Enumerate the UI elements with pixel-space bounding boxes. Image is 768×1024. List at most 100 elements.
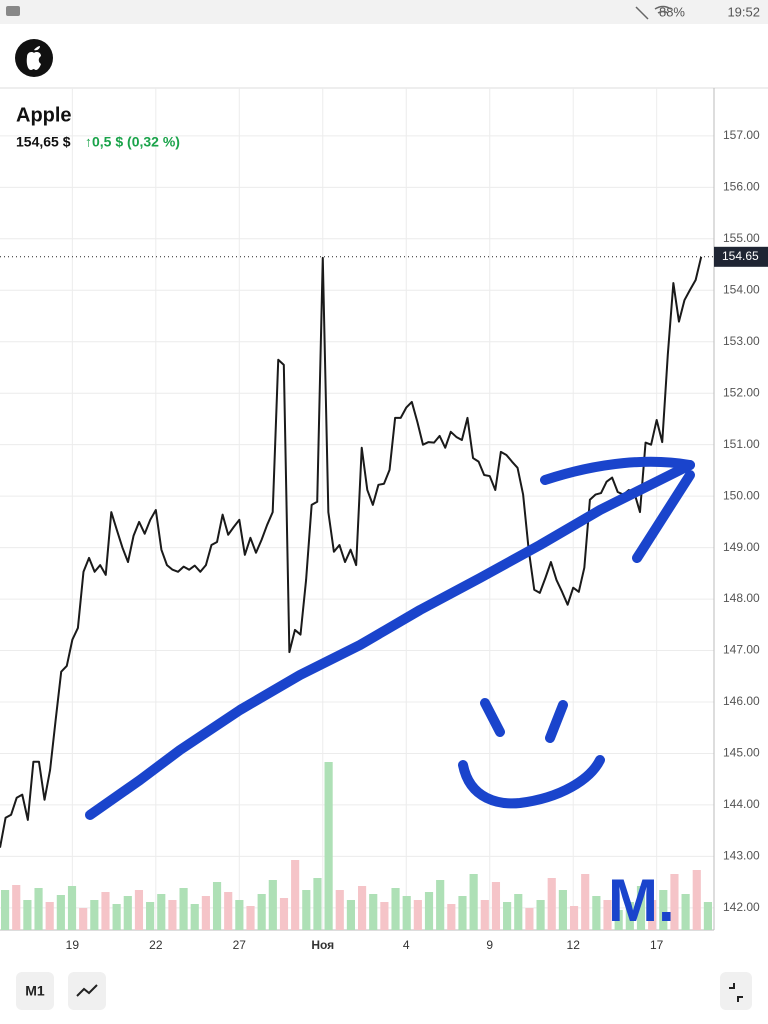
last-price-label: 154.65 [722, 249, 759, 263]
y-tick-label: 148.00 [723, 591, 760, 605]
volume-bar [291, 860, 300, 930]
scribble [85, 456, 695, 820]
volume-bar [480, 900, 489, 930]
volume-bar [581, 874, 590, 930]
volume-bar [703, 902, 712, 930]
volume-bar [369, 894, 378, 930]
y-tick-label: 145.00 [723, 746, 760, 760]
apple-glyph [26, 46, 41, 70]
volume-bar [224, 892, 233, 930]
y-tick-label: 151.00 [723, 437, 760, 451]
price-line [0, 256, 703, 848]
y-tick-label: 144.00 [723, 797, 760, 811]
volume-bar [279, 898, 289, 930]
volume-bar [358, 886, 367, 930]
volume-bar [67, 886, 77, 930]
volume-bar [424, 892, 434, 930]
volume-bar [23, 900, 32, 930]
stock-price: 154,65 $ [16, 134, 71, 150]
volume-bar [525, 908, 534, 930]
volume-bar [123, 896, 132, 930]
last-price-box [714, 246, 768, 267]
volume-bar [648, 900, 657, 930]
y-tick-label: 142.00 [723, 900, 760, 914]
x-tick-label: 22 [149, 938, 163, 952]
expand-icon [729, 983, 743, 1002]
volume-bar [413, 900, 422, 930]
volume-bar [491, 882, 501, 930]
volume-bar [235, 900, 244, 930]
volume-bar [90, 900, 99, 930]
volume-bar [536, 900, 545, 930]
volume-bar [335, 890, 344, 930]
volume-bar [56, 895, 65, 930]
volume-bar [402, 896, 411, 930]
x-tick-label: 27 [233, 938, 247, 952]
x-tick-label: 12 [567, 938, 581, 952]
volume-bar [670, 874, 679, 930]
volume-bar [458, 896, 467, 930]
volume-bar [514, 894, 523, 930]
arrow-head [540, 456, 695, 485]
volume-bar [246, 906, 255, 930]
volume-bar [592, 896, 601, 930]
volume-bar [659, 890, 668, 930]
volume-bar [603, 900, 612, 930]
volume-bar [190, 904, 199, 930]
volume-bar [101, 892, 110, 930]
volume-bar [636, 886, 646, 930]
x-tick-label: Ноя [311, 938, 334, 952]
interval-button[interactable] [16, 972, 54, 1010]
volume-bar [112, 904, 121, 930]
volume-bar [257, 894, 266, 930]
interval-label: M1 [25, 983, 45, 999]
stock-change: ↑0,5 $ (0,32 %) [85, 134, 180, 150]
y-tick-label: 147.00 [723, 643, 760, 657]
volume-bar [324, 762, 333, 930]
volume-bar [346, 900, 355, 930]
y-tick-label: 156.00 [723, 180, 760, 194]
x-tick-label: 19 [66, 938, 80, 952]
y-tick-label: 149.00 [723, 540, 760, 554]
y-tick-label: 155.00 [723, 231, 760, 245]
volume-bar [179, 888, 188, 930]
volume-bar [45, 902, 54, 930]
expand-button[interactable] [720, 972, 752, 1010]
volume-bar [313, 878, 322, 930]
arrow-line [85, 460, 695, 820]
volume-bar [1, 890, 10, 930]
smiley-mouth [458, 755, 605, 809]
status-icons [635, 5, 672, 20]
status-bar [0, 0, 768, 24]
x-tick-label: 17 [650, 938, 664, 952]
volume-bar [157, 894, 166, 930]
clock: 19:52 [727, 4, 760, 19]
volume-bar [79, 908, 88, 930]
chart-type-icon [76, 984, 98, 997]
volume-bar [302, 890, 311, 930]
volume-bar [625, 902, 634, 930]
battery: 88% [659, 4, 685, 19]
volume-bar [201, 896, 210, 930]
volume-bar [692, 870, 701, 930]
y-tick-label: 154.00 [723, 282, 760, 296]
volume-bar [146, 902, 155, 930]
app-icon [6, 6, 20, 16]
y-tick-label: 157.00 [723, 128, 760, 142]
volume-bar [614, 910, 623, 930]
signature: M. [608, 867, 675, 934]
volume-bar [681, 894, 690, 930]
y-tick-label: 146.00 [723, 694, 760, 708]
stock-name: Apple [16, 104, 72, 126]
volume-bar [168, 900, 177, 930]
smiley-eyes [480, 698, 568, 743]
y-tick-label: 150.00 [723, 488, 760, 502]
volume-bar [503, 902, 512, 930]
volume-bar [447, 904, 456, 930]
volume-bar [380, 902, 389, 930]
x-tick-label: 4 [403, 938, 410, 952]
volume-bar [34, 888, 43, 930]
volume-bar [558, 890, 567, 930]
